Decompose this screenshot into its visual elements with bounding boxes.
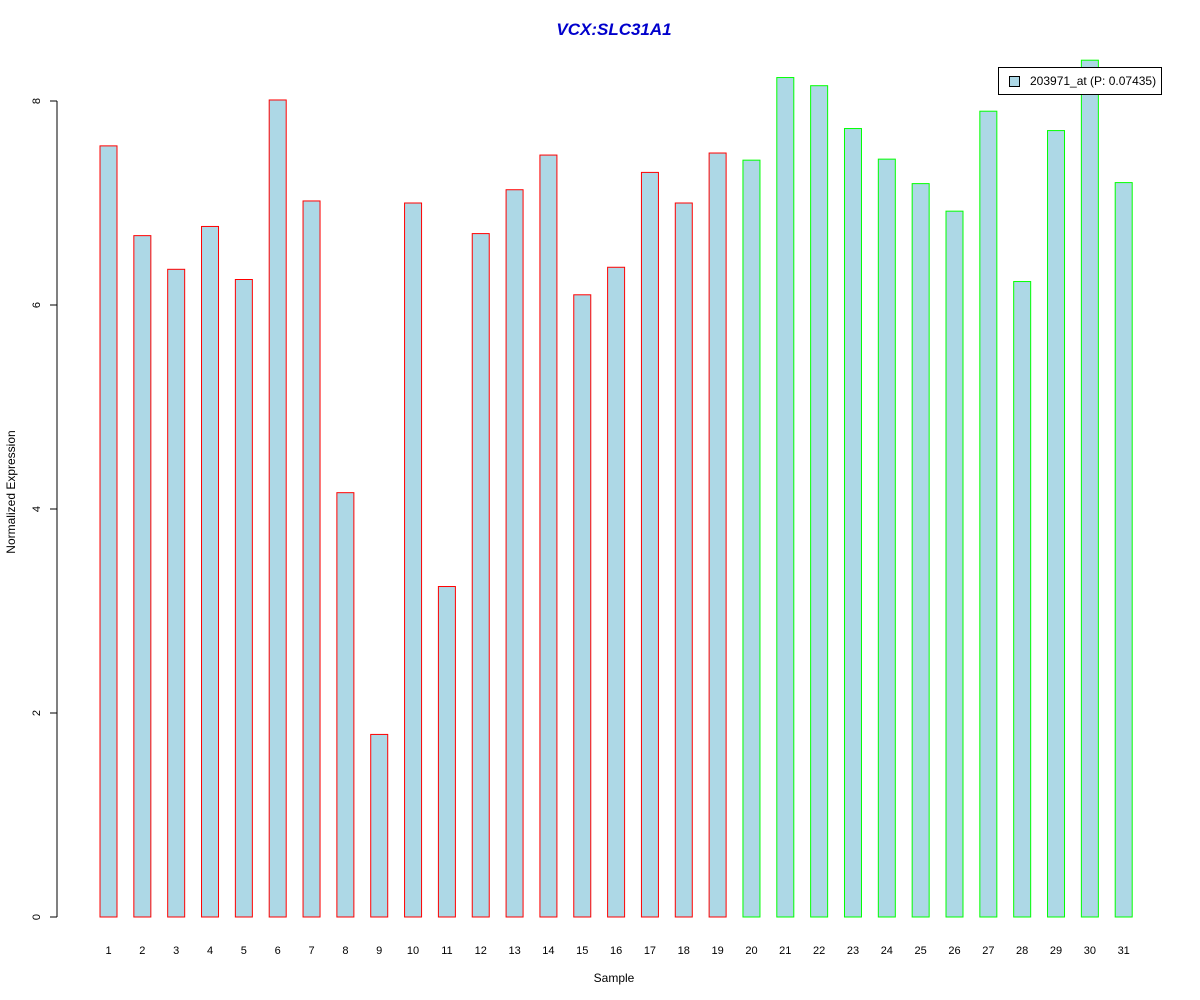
bar-sample-23 <box>843 128 862 918</box>
bar-sample-22 <box>810 85 829 918</box>
y-tick-label: 4 <box>31 506 43 512</box>
x-tick-label: 24 <box>881 945 893 957</box>
x-tick-label: 1 <box>105 945 111 957</box>
bar-sample-30 <box>1080 59 1099 918</box>
x-tick-label: 17 <box>644 945 656 957</box>
bar-sample-15 <box>573 294 592 918</box>
bar-sample-21 <box>776 77 795 918</box>
x-tick-label: 31 <box>1118 945 1130 957</box>
bar-sample-28 <box>1013 281 1032 918</box>
bar-sample-11 <box>437 586 456 918</box>
bar-sample-16 <box>607 266 626 918</box>
x-tick-label: 5 <box>241 945 247 957</box>
x-tick-label: 22 <box>813 945 825 957</box>
y-axis: 0 2 4 6 8 <box>31 98 58 920</box>
bar-sample-3 <box>167 268 186 918</box>
y-axis-label: Normalized Expression <box>4 430 18 554</box>
x-tick-label: 13 <box>508 945 520 957</box>
x-tick-label: 25 <box>915 945 927 957</box>
bar-sample-26 <box>945 210 964 918</box>
y-tick-label: 0 <box>31 914 43 920</box>
x-tick-label: 30 <box>1084 945 1096 957</box>
x-tick-label: 20 <box>745 945 757 957</box>
bar-sample-20 <box>742 159 761 918</box>
x-tick-label: 26 <box>948 945 960 957</box>
bar-sample-13 <box>505 189 524 918</box>
bar-sample-31 <box>1114 182 1133 918</box>
x-tick-label: 9 <box>376 945 382 957</box>
x-tick-label: 12 <box>475 945 487 957</box>
bar-sample-27 <box>979 110 998 918</box>
bar-sample-19 <box>708 152 727 918</box>
bar-sample-2 <box>133 235 152 918</box>
bar-sample-1 <box>99 145 118 918</box>
bar-sample-24 <box>877 158 896 918</box>
chart-title: VCX:SLC31A1 <box>556 20 672 39</box>
x-tick-label: 7 <box>308 945 314 957</box>
bar-sample-17 <box>640 171 659 918</box>
x-axis-label: Sample <box>593 971 635 985</box>
x-tick-label: 10 <box>407 945 419 957</box>
x-tick-label: 3 <box>173 945 179 957</box>
x-tick-label: 18 <box>678 945 690 957</box>
x-tick-label: 29 <box>1050 945 1062 957</box>
bar-sample-10 <box>404 202 423 918</box>
bar-sample-29 <box>1047 130 1066 918</box>
y-tick-label: 2 <box>31 710 43 716</box>
x-tick-label: 8 <box>342 945 348 957</box>
x-tick-label: 4 <box>207 945 213 957</box>
x-tick-label: 19 <box>711 945 723 957</box>
bar-sample-25 <box>911 183 930 918</box>
bar-sample-5 <box>234 279 253 918</box>
bar-sample-7 <box>302 200 321 918</box>
bar-sample-12 <box>471 233 490 918</box>
x-tick-label: 28 <box>1016 945 1028 957</box>
x-tick-label: 15 <box>576 945 588 957</box>
x-tick-label: 14 <box>542 945 554 957</box>
bar-sample-4 <box>201 225 220 918</box>
y-tick-label: 6 <box>31 302 43 308</box>
x-tick-label: 23 <box>847 945 859 957</box>
x-tick-label: 16 <box>610 945 622 957</box>
legend: 203971_at (P: 0.07435) <box>998 67 1162 95</box>
x-tick-labels: 1 2 3 4 5 6 7 8 9 10 11 12 13 14 15 16 17 18 19 20 21 22 23 24 2… <box>105 945 1129 957</box>
y-tick-label: 8 <box>31 98 43 104</box>
bar-sample-9 <box>370 733 389 918</box>
bar-sample-6 <box>268 99 287 918</box>
x-tick-label: 21 <box>779 945 791 957</box>
x-tick-label: 2 <box>139 945 145 957</box>
x-tick-label: 11 <box>441 945 452 957</box>
x-tick-label: 27 <box>982 945 994 957</box>
bar-sample-8 <box>336 492 355 918</box>
bar-sample-14 <box>539 154 558 918</box>
bar-sample-18 <box>674 202 693 918</box>
bars-group <box>99 59 1133 918</box>
legend-label: 203971_at (P: 0.07435) <box>1030 74 1157 88</box>
legend-swatch <box>1009 75 1020 87</box>
x-tick-label: 6 <box>275 945 281 957</box>
